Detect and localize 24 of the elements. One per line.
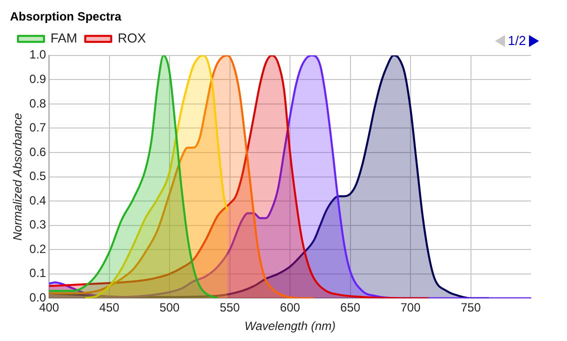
y-tick-label: 0.9 bbox=[29, 72, 46, 86]
x-tick-label: 500 bbox=[160, 300, 180, 315]
y-tick-label: 0.8 bbox=[29, 96, 46, 110]
x-axis-title: Wavelength (nm) bbox=[244, 319, 336, 334]
x-tick-label: 550 bbox=[220, 300, 240, 315]
x-tick-label: 450 bbox=[99, 300, 120, 315]
text: 1/2 bbox=[508, 33, 526, 48]
y-tick-label: 0.6 bbox=[29, 144, 46, 159]
y-tick-label: 0.1 bbox=[29, 266, 46, 280]
legend-label: ROX bbox=[118, 30, 146, 46]
y-tick-label: 0.2 bbox=[29, 242, 46, 256]
x-tick-label: 700 bbox=[400, 300, 421, 315]
x-tick-label: 600 bbox=[280, 300, 300, 315]
x-tick-label: 650 bbox=[340, 300, 361, 315]
chart-title: Absorption Spectra bbox=[10, 10, 122, 24]
legend-label: FAM bbox=[50, 30, 78, 46]
y-tick-label: 0.5 bbox=[29, 169, 46, 184]
y-tick-label: 0.3 bbox=[29, 218, 46, 232]
x-tick-label: 750 bbox=[460, 300, 482, 315]
y-axis-title: Normalized Absorbance bbox=[10, 112, 25, 241]
y-tick-label: 1.0 bbox=[29, 48, 46, 62]
y-tick-label: 0.4 bbox=[29, 193, 46, 208]
y-tick-label: 0.7 bbox=[29, 120, 46, 135]
x-tick-label: 400 bbox=[39, 300, 60, 315]
